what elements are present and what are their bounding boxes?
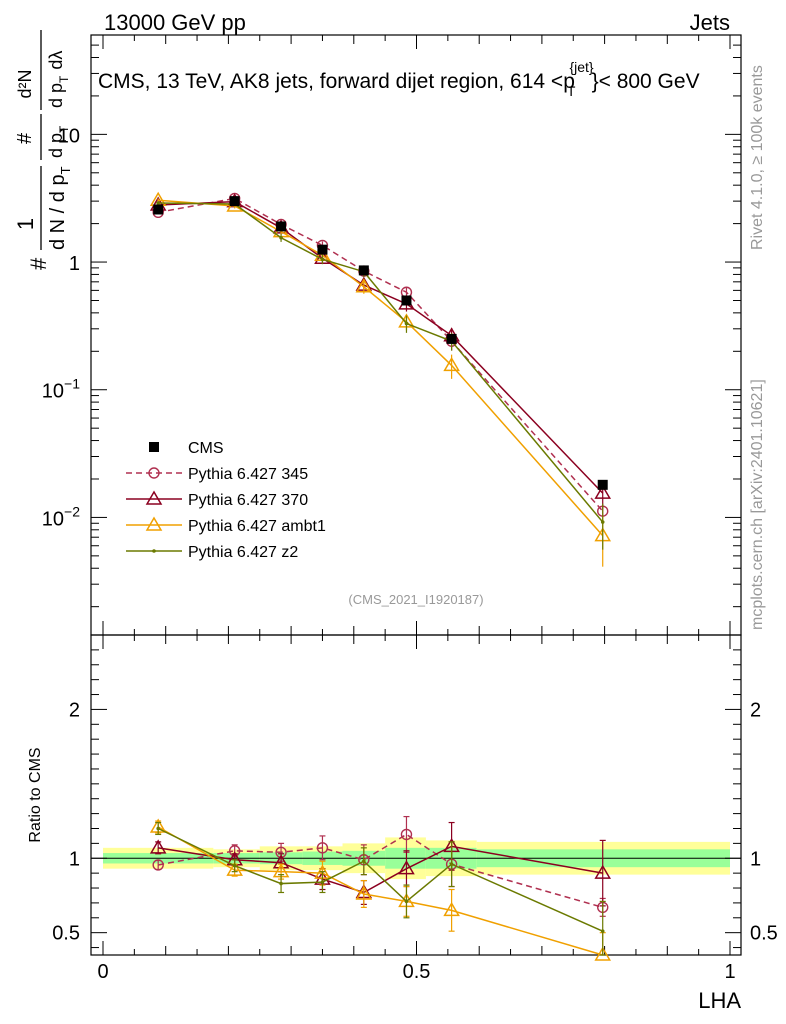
main-point-pythia-6-427-ambt1 [443, 356, 460, 372]
analysis-watermark: (CMS_2021_I1920187) [348, 592, 483, 607]
ratio-ytick-label-2: 0.5 [52, 923, 80, 945]
legend-label-pythia-6-427-345: Pythia 6.427 345 [188, 466, 308, 483]
ratio-series [149, 815, 612, 961]
main-point-cms [446, 333, 457, 344]
main-point-cms [153, 204, 164, 215]
legend: CMS Pythia 6.427 345 Pythia 6.427 370 Pythi… [126, 440, 326, 561]
ratio-ytick-label-0: 2 [69, 699, 80, 721]
ratio-point-pythia-6-427-z2 [156, 826, 160, 831]
ratio-point-pythia-6-427-345 [316, 842, 329, 854]
ratio-point-pythia-6-427-ambt1 [226, 861, 243, 876]
ratio-point-pythia-6-427-ambt1 [355, 885, 373, 900]
legend-marker-pythia-6-427-z2 [152, 549, 156, 553]
ratio-point-pythia-6-427-370 [149, 839, 167, 854]
ratio-point-pythia-6-427-345 [152, 859, 164, 871]
ratio-axis-ticks: 0 0.5 1 2 2 1 1 0.5 0.5 [52, 634, 778, 983]
plot-title: CMS, 13 TeV, AK8 jets, forward dijet reg… [98, 59, 700, 99]
ratio-point-pythia-6-427-ambt1 [594, 946, 612, 961]
main-point-pythia-6-427-z2 [320, 257, 325, 262]
main-ytick-label-2: 10−1 [42, 376, 80, 403]
main-point-cms [597, 479, 608, 490]
ratio-point-pythia-6-427-z2 [232, 863, 237, 868]
legend-label-pythia-6-427-z2: Pythia 6.427 z2 [188, 544, 298, 561]
ratio-point-pythia-6-427-z2 [362, 859, 366, 864]
legend-label-pythia-6-427-ambt1: Pythia 6.427 ambt1 [188, 518, 326, 535]
plot-title-sup: {jet} [569, 59, 593, 75]
ratio-line-pythia-6-427-370 [158, 845, 603, 894]
ratio-ytick-label-right-0: 2 [750, 699, 761, 721]
ratio-y-axis-label: Ratio to CMS [27, 747, 44, 842]
main-ytick-label-3: 10−2 [42, 503, 80, 530]
ratio-ytick-label-1: 1 [69, 848, 80, 870]
ratio-point-pythia-6-427-z2 [320, 880, 325, 884]
main-line-pythia-6-427-ambt1 [158, 199, 604, 537]
xtick-label-0: 0 [97, 961, 108, 983]
main-point-pythia-6-427-z2 [279, 235, 283, 240]
ratio-point-pythia-6-427-370 [594, 864, 612, 879]
ratio-panel-frame [90, 634, 742, 956]
header-category: Jets [690, 10, 730, 35]
xtick-label-1: 0.5 [403, 961, 431, 983]
ratio-line-pythia-6-427-z2 [157, 827, 604, 932]
main-series [149, 191, 612, 567]
ratio-point-pythia-6-427-345 [400, 828, 413, 841]
ratio-line-pythia-6-427-345 [158, 833, 603, 909]
ylabel-hash-1: # [26, 257, 51, 270]
plot-title-end: }< 800 GeV [592, 70, 700, 93]
ratio-ytick-label-right-1: 1 [750, 848, 761, 870]
main-y-axis-label: # 1 d N / d pT # d pT d²N d pTdλ [13, 30, 73, 270]
main-line-pythia-6-427-370 [158, 200, 604, 494]
header-energy: 13000 GeV pp [104, 10, 246, 35]
ratio-point-pythia-6-427-z2 [279, 881, 283, 886]
side-label-rivet: Rivet 4.1.0, ≥ 100k events [749, 65, 766, 250]
main-line-pythia-6-427-z2 [158, 202, 604, 523]
main-line-pythia-6-427-345 [158, 197, 604, 512]
legend-marker-pythia-6-427-345 [148, 467, 160, 479]
ratio-ytick-label-right-2: 0.5 [750, 923, 778, 945]
legend-label-cms: CMS [188, 440, 224, 457]
main-ytick-label-0: 10 [58, 125, 80, 147]
main-point-cms [276, 221, 287, 232]
main-point-pythia-6-427-z2 [600, 520, 605, 524]
xtick-label-2: 1 [724, 961, 735, 983]
main-point-pythia-6-427-370 [594, 484, 612, 499]
main-point-pythia-6-427-z2 [156, 201, 160, 205]
main-point-cms [401, 295, 412, 306]
ylabel-dpT-dlambda: d pTdλ [46, 51, 71, 108]
x-axis-label: LHA [698, 988, 741, 1013]
legend-marker-pythia-6-427-370 [145, 490, 163, 505]
main-point-cms [229, 196, 240, 207]
plot-title-sub: T [567, 83, 576, 99]
main-point-cms [317, 244, 328, 255]
legend-marker-pythia-6-427-ambt1 [145, 516, 163, 531]
ylabel-one: 1 [13, 218, 38, 230]
ylabel-hash-2: # [14, 132, 36, 144]
plot-title-main: CMS, 13 TeV, AK8 jets, forward dijet reg… [98, 70, 575, 93]
main-axis-ticks: 10 1 10−1 10−2 [42, 34, 741, 635]
ylabel-dN-dpT: d N / d pT [47, 166, 73, 250]
ylabel-d2N: d²N [15, 69, 35, 98]
ratio-point-pythia-6-427-370 [398, 860, 415, 875]
ratio-point-pythia-6-427-ambt1 [443, 901, 460, 917]
ratio-point-pythia-6-427-z2 [449, 862, 454, 867]
ratio-point-pythia-6-427-z2 [404, 899, 409, 904]
legend-marker-cms [149, 442, 159, 452]
ratio-line-pythia-6-427-ambt1 [157, 826, 603, 956]
main-point-pythia-6-427-ambt1 [355, 278, 373, 293]
ratio-point-pythia-6-427-z2 [600, 929, 605, 933]
main-point-cms [358, 265, 369, 276]
ylabel-dpT: d pT [46, 125, 71, 158]
main-point-pythia-6-427-z2 [404, 321, 409, 326]
side-label-mcplots: mcplots.cern.ch [arXiv:2401.10621] [749, 379, 766, 630]
legend-label-pythia-6-427-370: Pythia 6.427 370 [188, 492, 308, 509]
main-ytick-label-1: 1 [69, 253, 80, 275]
